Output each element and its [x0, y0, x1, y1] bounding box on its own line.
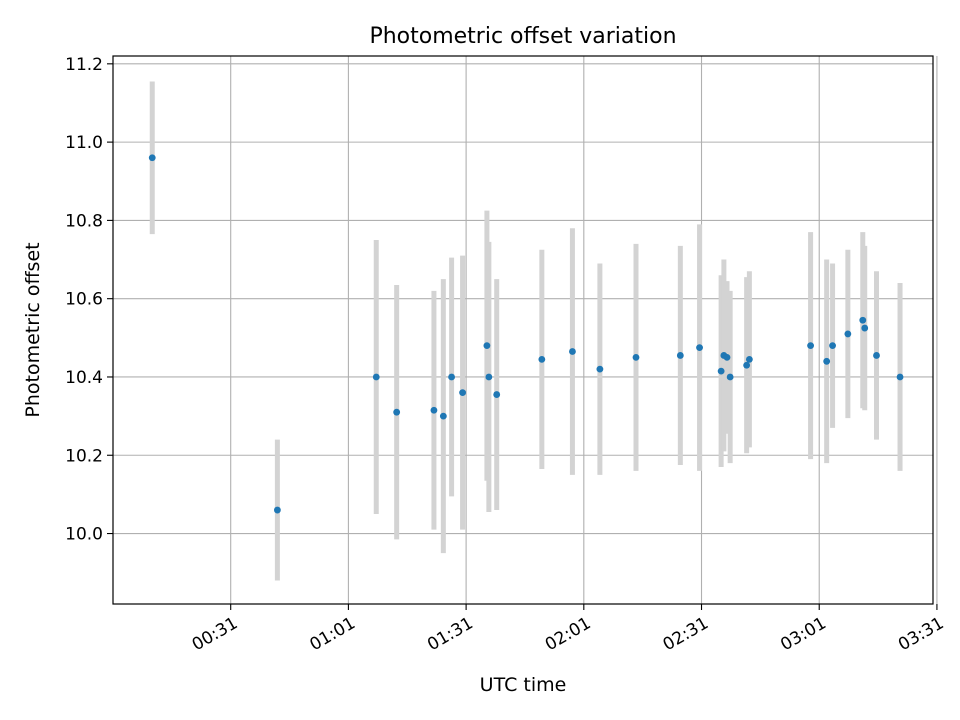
- y-tick-label: 10.8: [65, 211, 103, 231]
- data-point: [448, 373, 455, 381]
- data-point: [459, 389, 466, 397]
- y-tick-label: 10.4: [65, 368, 103, 388]
- data-point: [569, 348, 576, 355]
- plot-area-frame: [112, 55, 934, 605]
- chart-title: Photometric offset variation: [369, 24, 676, 49]
- data-point: [696, 344, 703, 352]
- data-point: [743, 361, 751, 369]
- data-point: [861, 324, 869, 332]
- y-tick-label: 10.2: [65, 446, 103, 466]
- y-tick-label: 10.0: [65, 525, 103, 545]
- data-point: [485, 373, 493, 381]
- data-point: [493, 391, 501, 398]
- data-point: [896, 373, 904, 381]
- data-point: [430, 406, 438, 414]
- data-point: [829, 342, 836, 350]
- data-point: [873, 352, 880, 359]
- data-point: [439, 412, 447, 420]
- data-point: [148, 154, 156, 162]
- data-point: [372, 373, 380, 381]
- x-axis-label: UTC time: [480, 674, 567, 696]
- y-axis-label: Photometric offset: [22, 242, 44, 417]
- data-point: [844, 330, 852, 338]
- data-point: [726, 373, 734, 381]
- y-tick-label: 10.6: [65, 290, 103, 310]
- data-point: [823, 357, 831, 365]
- data-point: [745, 355, 753, 363]
- data-point: [807, 342, 814, 350]
- data-point: [859, 316, 867, 324]
- data-point: [273, 506, 281, 514]
- data-point: [538, 355, 546, 363]
- data-point: [717, 367, 725, 375]
- data-point: [596, 365, 604, 373]
- data-point: [723, 354, 731, 361]
- y-tick-label: 11.2: [65, 55, 103, 75]
- data-point: [483, 342, 491, 350]
- data-points: [148, 154, 904, 514]
- y-axis-ticks: 10.0 10.2 10.4 10.6 10.8 11.0 11.2: [65, 55, 113, 545]
- data-point: [632, 354, 640, 361]
- data-point: [676, 352, 684, 359]
- data-point: [393, 408, 401, 416]
- y-tick-label: 11.0: [65, 133, 103, 153]
